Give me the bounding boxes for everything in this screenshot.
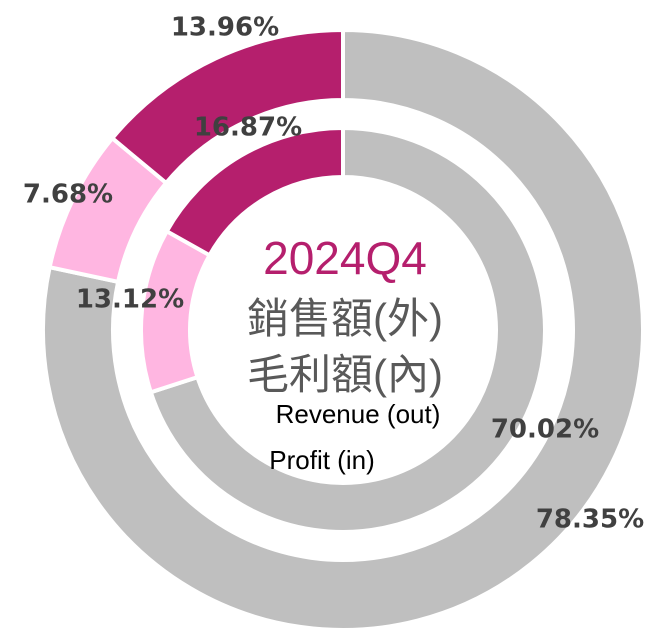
center-label: 毛利額(內)	[247, 351, 443, 398]
data-label: 13.12%	[76, 285, 184, 315]
data-label: 7.68%	[23, 180, 113, 210]
legend-label: Profit (in)	[269, 445, 374, 475]
data-label: 78.35%	[536, 505, 644, 535]
data-label: 13.96%	[171, 13, 279, 43]
donut-segment	[148, 125, 547, 534]
donut-segment	[164, 125, 345, 258]
legend-label: Revenue (out)	[276, 399, 441, 429]
donut-segment	[109, 27, 345, 186]
chart-title: 2024Q4	[263, 232, 427, 284]
donut-segment	[41, 27, 645, 629]
center-label: 銷售額(外)	[247, 295, 443, 342]
data-label: 16.87%	[194, 113, 302, 143]
data-label: 70.02%	[491, 415, 599, 445]
